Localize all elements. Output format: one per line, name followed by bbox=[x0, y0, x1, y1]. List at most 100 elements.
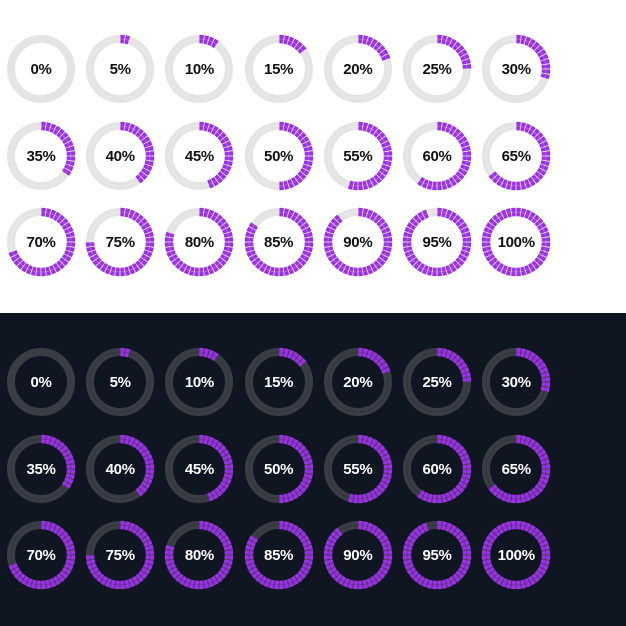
progress-segment bbox=[135, 487, 145, 497]
progress-segment bbox=[282, 208, 289, 218]
progress-segment bbox=[378, 49, 389, 58]
progress-segment bbox=[492, 174, 501, 184]
progress-label: 75% bbox=[105, 233, 135, 251]
progress-ring: 85% bbox=[244, 207, 313, 277]
progress-label: 95% bbox=[422, 233, 452, 251]
progress-segment bbox=[92, 570, 102, 579]
progress-segment bbox=[531, 128, 541, 138]
progress-segment bbox=[138, 257, 148, 266]
progress-seam bbox=[89, 211, 151, 273]
progress-segment bbox=[45, 521, 52, 531]
progress-segment bbox=[248, 253, 258, 262]
progress-segment bbox=[534, 484, 544, 493]
progress-segment bbox=[448, 263, 457, 273]
progress-segment bbox=[534, 358, 544, 367]
progress-ring: 15% bbox=[244, 34, 313, 103]
progress-segment bbox=[222, 226, 232, 234]
progress-segment bbox=[382, 246, 392, 253]
progress-segment bbox=[56, 441, 65, 451]
progress-track bbox=[7, 208, 75, 276]
progress-ring-graphic bbox=[244, 434, 313, 504]
progress-segment bbox=[452, 214, 461, 224]
progress-segment bbox=[537, 49, 547, 58]
progress-segment bbox=[483, 226, 494, 234]
progress-segment bbox=[409, 218, 419, 227]
progress-segment bbox=[143, 453, 153, 461]
progress-segment bbox=[282, 521, 289, 531]
progress-ring: 45% bbox=[165, 434, 234, 503]
progress-segment bbox=[534, 45, 544, 54]
progress-segment bbox=[141, 167, 151, 176]
progress-segment bbox=[421, 179, 429, 189]
progress-segment bbox=[382, 473, 392, 480]
progress-label: 50% bbox=[264, 147, 294, 165]
progress-track bbox=[244, 208, 313, 276]
progress-segment bbox=[217, 445, 227, 454]
progress-segment bbox=[141, 480, 151, 489]
progress-segment bbox=[132, 576, 140, 586]
progress-segment bbox=[49, 522, 57, 532]
progress-segment bbox=[488, 570, 498, 579]
progress-segment bbox=[506, 208, 512, 218]
progress-ring: 45% bbox=[165, 121, 234, 190]
progress-ring-graphic bbox=[7, 207, 76, 277]
progress-segment bbox=[327, 253, 337, 262]
progress-segment bbox=[417, 211, 426, 221]
progress-segment bbox=[217, 171, 227, 180]
progress-segment bbox=[496, 177, 505, 187]
progress-track bbox=[7, 521, 75, 589]
progress-segment bbox=[531, 354, 541, 364]
progress-segment bbox=[528, 263, 536, 273]
progress-segment bbox=[492, 573, 501, 583]
progress-ring: 0% bbox=[7, 348, 75, 416]
progress-segment bbox=[220, 222, 230, 231]
progress-segment bbox=[62, 566, 72, 575]
progress-segment bbox=[62, 222, 72, 231]
progress-segment bbox=[49, 123, 57, 133]
progress-segment bbox=[263, 578, 271, 588]
progress-ring: 5% bbox=[86, 34, 155, 103]
progress-ring: 30% bbox=[482, 347, 551, 416]
progress-segment bbox=[138, 171, 148, 180]
progress-segment bbox=[222, 164, 232, 172]
progress-segment bbox=[299, 253, 309, 262]
progress-segment bbox=[488, 257, 498, 266]
progress-segment bbox=[52, 263, 61, 273]
progress-ring-graphic bbox=[482, 434, 551, 504]
progress-segment bbox=[441, 521, 448, 531]
progress-ring-graphic bbox=[7, 520, 76, 590]
progress-segment bbox=[537, 566, 547, 575]
progress-seam bbox=[10, 125, 72, 187]
progress-segment bbox=[214, 441, 224, 451]
progress-segment bbox=[128, 265, 136, 275]
progress-segment bbox=[290, 490, 299, 500]
progress-segment bbox=[460, 453, 470, 461]
progress-segment bbox=[458, 49, 468, 58]
progress-segment bbox=[458, 253, 468, 262]
progress-seam bbox=[89, 38, 151, 100]
progress-ring: 60% bbox=[403, 434, 472, 504]
progress-segment bbox=[452, 487, 461, 497]
progress-track bbox=[86, 348, 155, 416]
progress-segment bbox=[531, 260, 541, 270]
progress-segment bbox=[175, 573, 185, 583]
progress-track bbox=[7, 435, 75, 503]
progress-segment bbox=[303, 544, 313, 551]
progress-ring: 0% bbox=[7, 35, 75, 103]
progress-segment bbox=[362, 266, 368, 276]
progress-segment bbox=[501, 522, 508, 532]
progress-segment bbox=[135, 174, 145, 184]
progress-segment bbox=[203, 579, 210, 589]
progress-segment bbox=[86, 559, 96, 566]
progress-segment bbox=[105, 265, 112, 275]
progress-segment bbox=[452, 128, 461, 138]
progress-segment bbox=[286, 265, 294, 275]
progress-segment bbox=[141, 535, 151, 544]
progress-segment bbox=[528, 576, 536, 586]
progress-segment bbox=[144, 231, 154, 238]
progress-segment bbox=[537, 222, 547, 231]
progress-segment bbox=[347, 579, 354, 589]
progress-seam bbox=[485, 125, 547, 187]
progress-segment bbox=[301, 140, 312, 148]
progress-segment bbox=[207, 492, 215, 502]
